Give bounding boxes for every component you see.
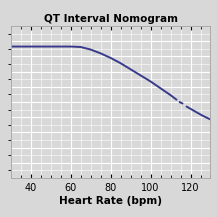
X-axis label: Heart Rate (bpm): Heart Rate (bpm) [59,196,162,205]
Title: QT Interval Nomogram: QT Interval Nomogram [44,14,178,24]
